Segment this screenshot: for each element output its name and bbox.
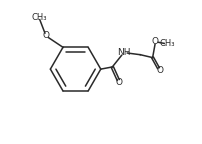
Text: O: O [42,32,49,40]
Text: NH: NH [117,48,130,57]
Text: O: O [115,78,122,87]
Text: CH₃: CH₃ [31,13,46,22]
Text: O: O [151,37,158,46]
Text: O: O [156,66,163,75]
Text: CH₃: CH₃ [159,39,174,48]
